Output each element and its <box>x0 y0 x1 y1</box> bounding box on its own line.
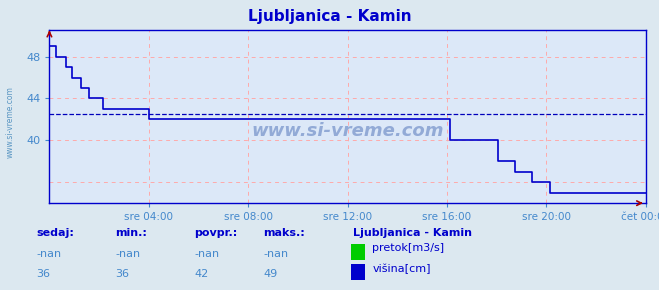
Text: 36: 36 <box>36 269 50 279</box>
Text: -nan: -nan <box>115 249 140 259</box>
Text: -nan: -nan <box>264 249 289 259</box>
Text: Ljubljanica - Kamin: Ljubljanica - Kamin <box>353 228 472 238</box>
Text: min.:: min.: <box>115 228 147 238</box>
Text: Ljubljanica - Kamin: Ljubljanica - Kamin <box>248 9 411 24</box>
Text: višina[cm]: višina[cm] <box>372 263 431 274</box>
Text: pretok[m3/s]: pretok[m3/s] <box>372 243 444 253</box>
Text: 36: 36 <box>115 269 129 279</box>
Text: -nan: -nan <box>194 249 219 259</box>
Text: povpr.:: povpr.: <box>194 228 238 238</box>
Text: 42: 42 <box>194 269 209 279</box>
Text: -nan: -nan <box>36 249 61 259</box>
Text: www.si-vreme.com: www.si-vreme.com <box>251 122 444 139</box>
Text: maks.:: maks.: <box>264 228 305 238</box>
Text: 49: 49 <box>264 269 278 279</box>
Text: www.si-vreme.com: www.si-vreme.com <box>5 86 14 158</box>
Text: sedaj:: sedaj: <box>36 228 74 238</box>
